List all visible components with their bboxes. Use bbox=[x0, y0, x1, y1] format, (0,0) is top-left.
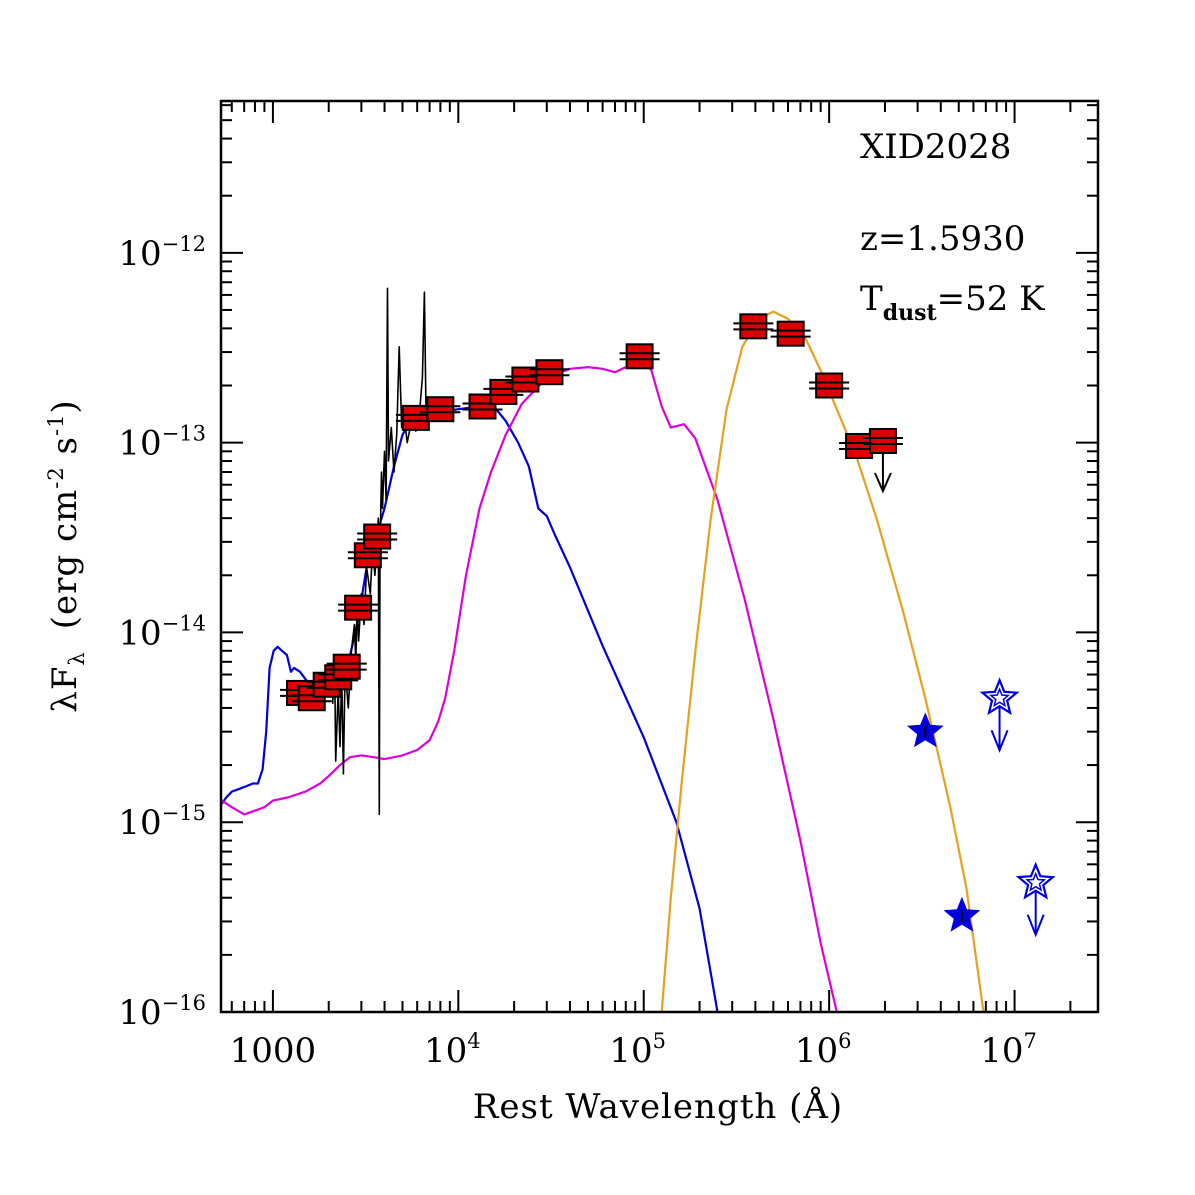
dust-temperature-label: Tdust=52 K bbox=[860, 279, 1045, 326]
photometry-square bbox=[815, 372, 844, 399]
photometry-point bbox=[809, 372, 850, 399]
photometry-point bbox=[326, 653, 367, 680]
model-curves bbox=[221, 287, 985, 1012]
source-id-label: XID2028 bbox=[860, 127, 1011, 167]
radio-star-inner bbox=[1025, 871, 1047, 892]
photometry-square bbox=[363, 523, 392, 550]
photometry-square bbox=[776, 320, 805, 347]
photometry-square bbox=[625, 343, 654, 370]
photometry-point bbox=[619, 343, 660, 370]
photometry-point bbox=[338, 594, 379, 621]
photometry-square bbox=[739, 313, 768, 340]
photometry-square bbox=[426, 396, 455, 423]
radio-point bbox=[943, 896, 981, 932]
photometry-square bbox=[511, 366, 540, 393]
y-tick-label: 10−16 bbox=[118, 991, 206, 1033]
radio-point bbox=[979, 677, 1020, 753]
photometry-markers bbox=[280, 313, 1056, 938]
photometry-point bbox=[357, 523, 398, 550]
y-axis-units-mid: s bbox=[45, 436, 85, 466]
photometry-square bbox=[344, 594, 373, 621]
y-axis-title: λFλ (erg cm-2 s-1) bbox=[44, 399, 89, 712]
tdust-subscript: dust bbox=[883, 300, 938, 326]
radio-star-inner bbox=[989, 687, 1010, 708]
torus-template-curve bbox=[221, 356, 838, 1012]
y-axis-units: (erg cm bbox=[45, 489, 85, 630]
photometry-square bbox=[468, 393, 497, 420]
y-axis-symbol: λF bbox=[45, 666, 85, 713]
axis-tick-labels: 1000 104 105 106 107 10−12 10−13 10−14 10−15 10−1… bbox=[118, 232, 1036, 1071]
photometry-point bbox=[420, 396, 461, 423]
photometry-square bbox=[332, 653, 361, 680]
photometry-point bbox=[862, 427, 903, 494]
y-tick-label: 10−15 bbox=[118, 801, 206, 843]
y-tick-label: 10−14 bbox=[118, 611, 206, 653]
photometry-square bbox=[401, 404, 430, 431]
photometry-square bbox=[868, 427, 897, 454]
photometry-point bbox=[770, 320, 811, 347]
upper-limit-arrow-head bbox=[874, 472, 892, 494]
y-tick-label: 10−12 bbox=[118, 232, 206, 274]
tdust-value: =52 K bbox=[937, 279, 1046, 319]
radio-star-open bbox=[1015, 861, 1056, 900]
axis-ticks bbox=[221, 101, 1098, 1013]
upper-limit-arrow-head bbox=[990, 729, 1009, 753]
photometry-point bbox=[733, 313, 774, 340]
upper-limit-arrow-head bbox=[1026, 914, 1045, 938]
x-tick-label: 107 bbox=[980, 1029, 1037, 1071]
x-tick-label: 106 bbox=[795, 1029, 852, 1071]
radio-point bbox=[1015, 861, 1056, 938]
redshift-label: z=1.5930 bbox=[860, 219, 1025, 259]
dust-greybody-curve bbox=[660, 310, 985, 1012]
photometry-square bbox=[535, 359, 564, 386]
y-axis-units-exp2: -1 bbox=[44, 414, 68, 436]
plot-frame bbox=[219, 99, 1100, 1014]
photometry-square bbox=[297, 685, 326, 712]
y-axis-units-end: ) bbox=[45, 399, 85, 413]
y-tick-label: 10−13 bbox=[118, 422, 206, 464]
tdust-prefix: T bbox=[860, 279, 883, 319]
x-tick-label: 104 bbox=[424, 1029, 481, 1071]
radio-point bbox=[906, 712, 944, 748]
photometry-point bbox=[462, 393, 503, 420]
x-tick-label: 1000 bbox=[230, 1031, 317, 1071]
radio-star-open bbox=[979, 677, 1020, 716]
photometry-point bbox=[529, 359, 570, 386]
y-axis-subscript: λ bbox=[65, 651, 89, 665]
y-axis-units-exp1: -2 bbox=[44, 466, 68, 488]
stellar-template-curve bbox=[221, 405, 719, 1012]
x-tick-label: 105 bbox=[609, 1029, 666, 1071]
x-axis-title: Rest Wavelength (Å) bbox=[473, 1086, 843, 1127]
